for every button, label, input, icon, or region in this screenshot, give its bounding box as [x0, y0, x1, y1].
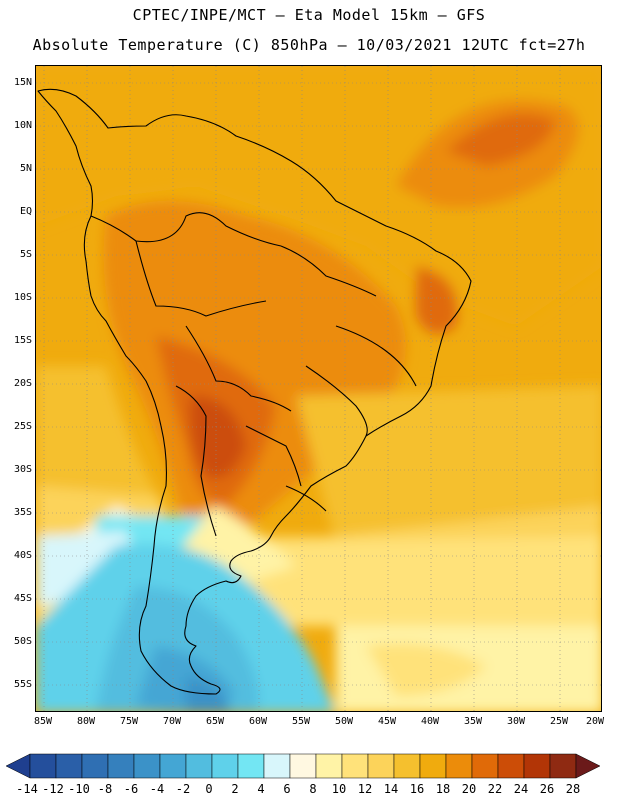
- colorbar-label: 22: [487, 782, 503, 796]
- colorbar-swatch: [419, 753, 447, 779]
- colorbar-arrow-low: [5, 753, 31, 779]
- lat-label: 5N: [19, 163, 32, 174]
- colorbar-label: 10: [331, 782, 347, 796]
- colorbar-label: -14: [16, 782, 38, 796]
- colorbar-swatch: [81, 753, 109, 779]
- colorbar-label: 0: [205, 782, 213, 796]
- colorbar-label: -10: [68, 782, 90, 796]
- colorbar-label: 18: [435, 782, 451, 796]
- colorbar-label: 2: [231, 782, 239, 796]
- lon-label: 40W: [420, 716, 440, 727]
- lon-label: 20W: [585, 716, 605, 727]
- temperature-shading: [36, 66, 601, 711]
- lon-label: 45W: [377, 716, 397, 727]
- graticule: [36, 66, 601, 711]
- colorbar-swatch: [393, 753, 421, 779]
- lat-label: 20S: [13, 378, 32, 389]
- colorbar-label: 6: [283, 782, 291, 796]
- lon-label: 55W: [291, 716, 311, 727]
- lon-label: 30W: [506, 716, 526, 727]
- colorbar-label: 20: [461, 782, 477, 796]
- colorbar-swatch: [497, 753, 525, 779]
- colorbar-swatch: [237, 753, 265, 779]
- colorbar-swatch: [107, 753, 135, 779]
- colorbar-swatch: [315, 753, 343, 779]
- colorbar-label: 24: [513, 782, 529, 796]
- title-line-1: CPTEC/INPE/MCT – Eta Model 15km – GFS: [132, 6, 486, 24]
- title-line-2: Absolute Temperature (C) 850hPa – 10/03/…: [32, 36, 586, 54]
- colorbar-swatch: [55, 753, 83, 779]
- colorbar-arrow-high: [575, 753, 601, 779]
- colorbar-label: -6: [123, 782, 139, 796]
- lon-label: 65W: [205, 716, 225, 727]
- lat-label: 10N: [13, 120, 32, 131]
- colorbar-label: 4: [257, 782, 265, 796]
- lat-label: 55S: [13, 679, 32, 690]
- lon-label: 50W: [334, 716, 354, 727]
- colorbar-swatch: [549, 753, 577, 779]
- colorbar-swatch: [29, 753, 57, 779]
- lat-label: 45S: [13, 593, 32, 604]
- lon-label: 85W: [33, 716, 53, 727]
- colorbar-swatch: [471, 753, 499, 779]
- colorbar-swatch: [341, 753, 369, 779]
- colorbar-swatch: [159, 753, 187, 779]
- colorbar: [5, 753, 601, 779]
- lat-label: 15S: [13, 335, 32, 346]
- colorbar-swatch: [289, 753, 317, 779]
- colorbar-swatch: [445, 753, 473, 779]
- colorbar-label: -12: [42, 782, 64, 796]
- lat-label: EQ: [19, 206, 32, 217]
- colorbar-label: 14: [383, 782, 399, 796]
- lat-label: 30S: [13, 464, 32, 475]
- colorbar-swatch: [263, 753, 291, 779]
- colorbar-swatch: [211, 753, 239, 779]
- colorbar-swatch: [133, 753, 161, 779]
- lat-label: 40S: [13, 550, 32, 561]
- colorbar-swatch: [523, 753, 551, 779]
- colorbar-swatch: [367, 753, 395, 779]
- colorbar-label: 26: [539, 782, 555, 796]
- colorbar-label: -2: [175, 782, 191, 796]
- lon-label: 25W: [549, 716, 569, 727]
- lat-label: 10S: [13, 292, 32, 303]
- lat-label: 15N: [13, 77, 32, 88]
- lat-label: 5S: [19, 249, 32, 260]
- colorbar-label: 16: [409, 782, 425, 796]
- lat-label: 25S: [13, 421, 32, 432]
- lat-label: 50S: [13, 636, 32, 647]
- colorbar-label: -8: [97, 782, 113, 796]
- lon-label: 60W: [248, 716, 268, 727]
- lon-label: 75W: [119, 716, 139, 727]
- coastline: [37, 88, 472, 695]
- colorbar-label: 28: [565, 782, 581, 796]
- colorbar-label: -4: [149, 782, 165, 796]
- lat-label: 35S: [13, 507, 32, 518]
- colorbar-label: 8: [309, 782, 317, 796]
- temperature-map: [35, 65, 602, 712]
- lon-label: 70W: [162, 716, 182, 727]
- colorbar-label: 12: [357, 782, 373, 796]
- lon-label: 80W: [76, 716, 96, 727]
- colorbar-swatch: [185, 753, 213, 779]
- lon-label: 35W: [463, 716, 483, 727]
